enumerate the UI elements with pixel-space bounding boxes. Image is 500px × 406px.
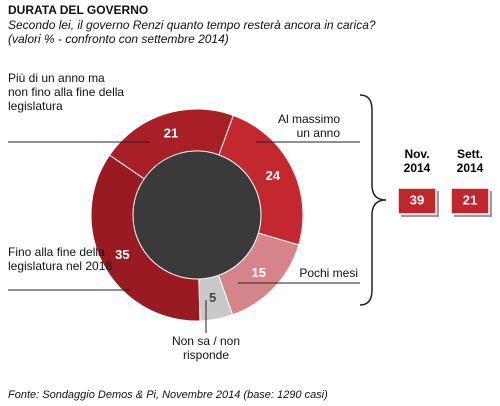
comparison-box xyxy=(450,187,490,215)
slice-label: 24 xyxy=(266,168,281,183)
comparison-value: 39 xyxy=(410,192,424,207)
slice-label: 35 xyxy=(115,247,129,262)
category-label: Più di un anno ma non fino alla fine del… xyxy=(8,71,125,113)
comparison-label: Nov. 2014 xyxy=(403,147,431,175)
category-label: Non sa / non risponde xyxy=(171,334,241,362)
chart-subtitle: Secondo lei, il governo Renzi quanto tem… xyxy=(8,18,376,32)
chart-title: DURATA DEL GOVERNO xyxy=(8,3,149,17)
slice-label: 5 xyxy=(209,290,216,305)
category-label: Pochi mesi xyxy=(299,266,358,280)
slice-label: 21 xyxy=(164,126,178,141)
category-label: Al massimo un anno xyxy=(277,112,340,140)
donut-slice xyxy=(108,108,234,180)
source: Fonte: Sondaggio Demos & Pi, Novembre 20… xyxy=(8,389,328,401)
donut-slice xyxy=(90,154,201,322)
comparison-label: Sett. 2014 xyxy=(456,147,484,175)
comparison-value: 21 xyxy=(463,192,477,207)
bracket xyxy=(359,94,387,306)
photo-placeholder xyxy=(133,151,261,279)
comparison-box xyxy=(397,187,437,215)
chart-note: (valori % - confronto con settembre 2014… xyxy=(8,32,229,46)
slice-label: 15 xyxy=(252,265,266,280)
category-label: Fino alla fine della legislatura nel 201… xyxy=(8,245,113,273)
